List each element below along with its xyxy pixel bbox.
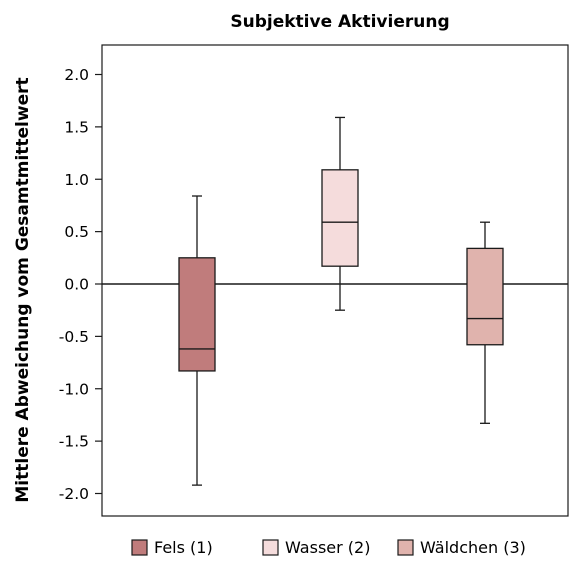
legend-swatch bbox=[131, 539, 148, 556]
boxes-group bbox=[178, 116, 504, 486]
legend: Fels (1) Wasser (2) Wäldchen (3) bbox=[131, 538, 526, 557]
iqr-box bbox=[178, 257, 216, 372]
y-tick-label: -1.5 bbox=[59, 433, 89, 451]
y-axis-ticks: 2.0 1.5 1.0 0.5 0.0 -0.5 -1.0 -1.5 -2.0 bbox=[59, 66, 102, 503]
y-tick-label: -0.5 bbox=[59, 328, 89, 346]
legend-swatch bbox=[262, 539, 279, 556]
legend-item-3: Wäldchen (3) bbox=[397, 538, 526, 557]
legend-item-2: Wasser (2) bbox=[262, 538, 370, 557]
y-tick-label: 0.0 bbox=[64, 276, 89, 294]
plot-frame bbox=[101, 44, 569, 517]
y-tick-label: 0.5 bbox=[64, 223, 89, 241]
y-tick-label: -2.0 bbox=[59, 485, 89, 503]
legend-label: Wäldchen (3) bbox=[420, 538, 526, 557]
legend-swatch bbox=[397, 539, 414, 556]
y-tick-label: 1.5 bbox=[64, 118, 89, 136]
y-tick-label: 2.0 bbox=[64, 66, 89, 84]
box-3 bbox=[466, 221, 504, 424]
box-2 bbox=[321, 116, 359, 311]
box-1 bbox=[178, 195, 216, 486]
chart-title: Subjektive Aktivierung bbox=[230, 12, 449, 32]
legend-label: Fels (1) bbox=[154, 538, 213, 557]
legend-item-1: Fels (1) bbox=[131, 538, 213, 557]
iqr-box bbox=[321, 169, 359, 267]
y-tick-label: 1.0 bbox=[64, 171, 89, 189]
y-axis-label: Mittlere Abweichung vom Gesamtmittelwert bbox=[13, 77, 33, 502]
y-tick-label: -1.0 bbox=[59, 380, 89, 398]
iqr-box bbox=[466, 247, 504, 346]
legend-label: Wasser (2) bbox=[285, 538, 370, 557]
